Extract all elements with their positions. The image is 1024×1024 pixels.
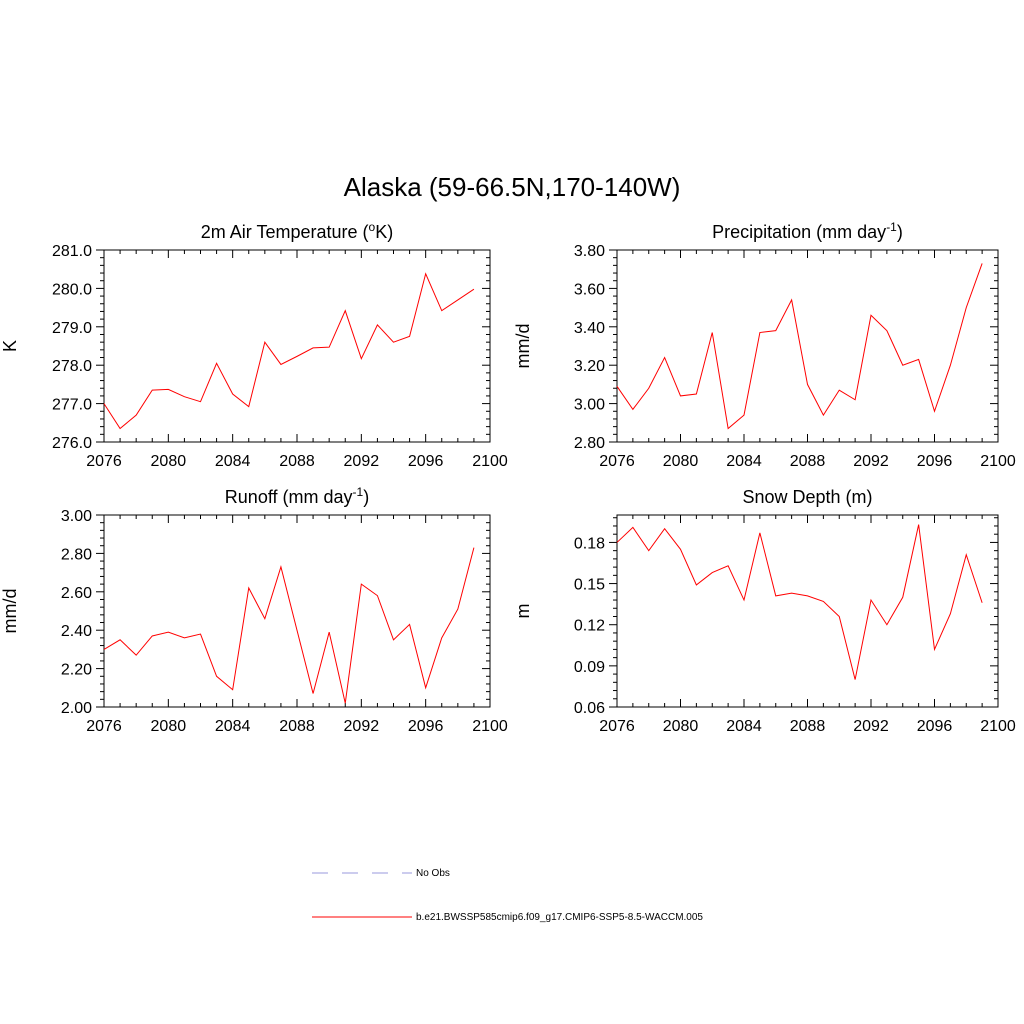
air-temperature-xtick-label: 2084 [215, 453, 251, 470]
snow-depth-xtick-label: 2100 [980, 718, 1016, 735]
snow-depth-xtick-label: 2088 [790, 718, 826, 735]
runoff-title: Runoff (mm day-1) [225, 485, 369, 507]
snow-depth-ytick-label: 0.06 [574, 700, 605, 717]
legend-label-model: b.e21.BWSSP585cmip6.f09_g17.CMIP6-SSP5-8… [416, 912, 703, 923]
snow-depth-series-line [616, 524, 983, 680]
runoff-xtick-label: 2096 [408, 718, 444, 735]
air-temperature-xtick-label: 2092 [344, 453, 380, 470]
precipitation-ytick-label: 2.80 [574, 435, 605, 452]
precipitation-xtick-label: 2088 [790, 453, 826, 470]
runoff-ytick-label: 2.60 [61, 585, 92, 602]
runoff-xtick-label: 2092 [344, 718, 380, 735]
panel-precipitation: Precipitation (mm day-1) mm/d 2076 2080 2084… [513, 220, 1016, 470]
air-temperature-xtick-label: 2088 [279, 453, 315, 470]
snow-depth-ytick-label: 0.15 [574, 577, 605, 594]
precipitation-ytick-label: 3.80 [574, 243, 605, 260]
runoff-ytick-label: 2.40 [61, 623, 92, 640]
precipitation-xtick-label: 2080 [663, 453, 699, 470]
air-temperature-xtick-label: 2096 [408, 453, 444, 470]
air-temperature-ytick-label: 276.0 [52, 435, 92, 452]
air-temperature-ylabel: K [0, 340, 20, 352]
runoff-xtick-label: 2088 [279, 718, 315, 735]
precipitation-series-line [616, 263, 983, 430]
legend-label-no-obs: No Obs [416, 868, 450, 879]
figure-title: Alaska (59-66.5N,170-140W) [344, 172, 681, 202]
runoff-ytick-label: 3.00 [61, 508, 92, 525]
air-temperature-ytick-label: 281.0 [52, 243, 92, 260]
precipitation-xtick-label: 2076 [599, 453, 635, 470]
air-temperature-ytick-label: 280.0 [52, 281, 92, 298]
panel-runoff: Runoff (mm day-1) mm/d 2076 2080 2084 2088 209… [0, 485, 508, 735]
snow-depth-xtick-label: 2092 [853, 718, 889, 735]
panel-air-temperature: 2m Air Temperature (oK) K 2076 2080 2084 2088… [0, 220, 508, 470]
air-temperature-xtick-label: 2076 [86, 453, 122, 470]
runoff-plot-frame [103, 514, 491, 708]
snow-depth-xtick-label: 2076 [599, 718, 635, 735]
air-temperature-xtick-label: 2100 [472, 453, 508, 470]
precipitation-xtick-label: 2092 [853, 453, 889, 470]
air-temperature-ytick-label: 278.0 [52, 358, 92, 375]
snow-depth-xtick-label: 2096 [917, 718, 953, 735]
precipitation-ytick-label: 3.40 [574, 320, 605, 337]
precipitation-title: Precipitation (mm day-1) [712, 220, 903, 242]
runoff-xtick-label: 2084 [215, 718, 251, 735]
precipitation-ytick-label: 3.20 [574, 358, 605, 375]
precipitation-plot-frame [616, 249, 999, 443]
air-temperature-plot-frame [103, 249, 491, 443]
snow-depth-ytick-label: 0.12 [574, 618, 605, 635]
precipitation-ylabel: mm/d [513, 324, 533, 369]
precipitation-ytick-label: 3.00 [574, 397, 605, 414]
snow-depth-ytick-label: 0.18 [574, 535, 605, 552]
precipitation-xtick-label: 2100 [980, 453, 1016, 470]
air-temperature-ytick-label: 277.0 [52, 397, 92, 414]
panel-snow-depth: Snow Depth (m) m 2076 2080 2084 2088 2092 2096 2… [513, 487, 1016, 735]
snow-depth-title: Snow Depth (m) [742, 487, 872, 507]
runoff-ytick-label: 2.20 [61, 662, 92, 679]
runoff-xtick-label: 2080 [151, 718, 187, 735]
air-temperature-title: 2m Air Temperature (oK) [201, 220, 393, 242]
precipitation-xtick-label: 2096 [917, 453, 953, 470]
snow-depth-xtick-label: 2084 [726, 718, 762, 735]
runoff-ytick-label: 2.00 [61, 700, 92, 717]
legend: No Obs b.e21.BWSSP585cmip6.f09_g17.CMIP6… [312, 868, 703, 923]
precipitation-xtick-label: 2084 [726, 453, 762, 470]
snow-depth-plot-frame [616, 514, 999, 708]
runoff-xtick-label: 2100 [472, 718, 508, 735]
runoff-xtick-label: 2076 [86, 718, 122, 735]
snow-depth-ytick-label: 0.09 [574, 659, 605, 676]
runoff-ylabel: mm/d [0, 589, 20, 634]
runoff-ytick-label: 2.80 [61, 546, 92, 563]
air-temperature-ytick-label: 279.0 [52, 320, 92, 337]
snow-depth-xtick-label: 2080 [663, 718, 699, 735]
air-temperature-xtick-label: 2080 [151, 453, 187, 470]
runoff-series-line [103, 547, 475, 704]
air-temperature-series-line [103, 272, 475, 430]
precipitation-ytick-label: 3.60 [574, 281, 605, 298]
snow-depth-ylabel: m [513, 604, 533, 619]
